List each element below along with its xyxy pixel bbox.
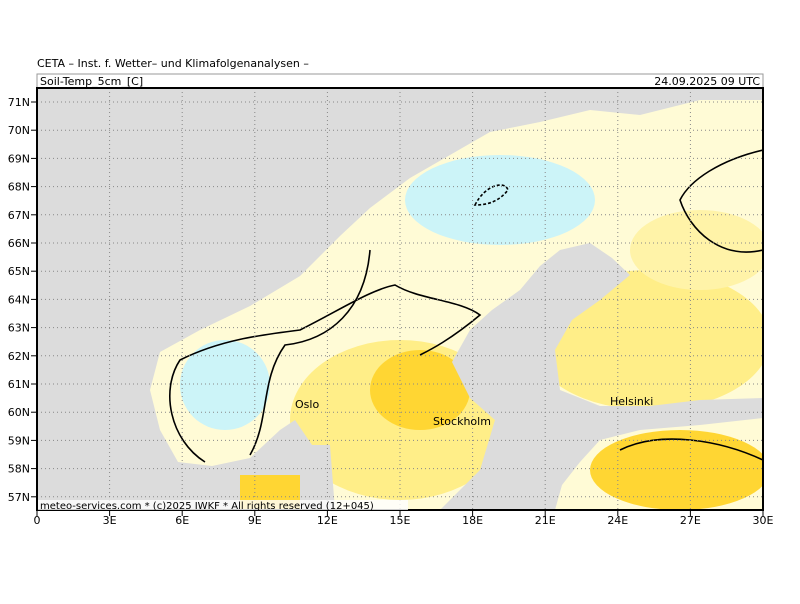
graticule [37,88,763,510]
city-label: Oslo [295,398,319,411]
lat-label: 65N [8,265,30,278]
parameter: Soil-Temp_5cm_[C] [40,75,143,88]
lat-label: 68N [8,181,30,194]
lon-label: 27E [680,514,701,527]
sea [37,88,763,510]
contour-line [169,284,482,463]
lon-label: 15E [390,514,411,527]
city-label: Stockholm [433,415,491,428]
lat-label: 70N [8,124,30,137]
lat-label: 60N [8,406,30,419]
footer-bg [38,500,408,510]
city-label: Helsinki [610,395,653,408]
cold-zone [180,340,270,430]
lon-label: 30E [753,514,774,527]
lat-label: 62N [8,350,30,363]
hot-zone [370,350,470,430]
lat-label: 67N [8,209,30,222]
lat-label: 71N [8,96,30,109]
lon-label: 6E [175,514,189,527]
lat-label: 63N [8,322,30,335]
lon-label: 9E [248,514,262,527]
lat-label: 66N [8,237,30,250]
cold-zone [405,155,595,245]
lat-label: 58N [8,463,30,476]
lon-label: 18E [462,514,483,527]
lat-label: 61N [8,378,30,391]
lat-label: 59N [8,434,30,447]
lon-label: 0 [34,514,41,527]
contour-line [473,184,509,206]
lat-label: 57N [8,491,30,504]
map-area [37,88,763,510]
lon-label: 21E [535,514,556,527]
header-title: CETA – Inst. f. Wetter– und Klimafolgena… [37,57,309,70]
footer: meteo-services.com * (c)2025 IWKF * All … [40,501,374,512]
warm-zone [630,210,763,290]
contour-line [679,149,763,253]
lon-label: 12E [317,514,338,527]
lat-label: 64N [8,293,30,306]
valid-time: 24.09.2025 09 UTC [654,75,760,88]
hot-zone [590,430,763,510]
axis-labels: 71N 70N 69N 68N 67N 66N 65N 64N 63N 62N 61N 60N 59N 5… [8,96,774,527]
contour-line [249,249,371,456]
sea [440,243,763,510]
lon-label: 24E [607,514,628,527]
lon-label: 3E [103,514,117,527]
lat-label: 69N [8,152,30,165]
